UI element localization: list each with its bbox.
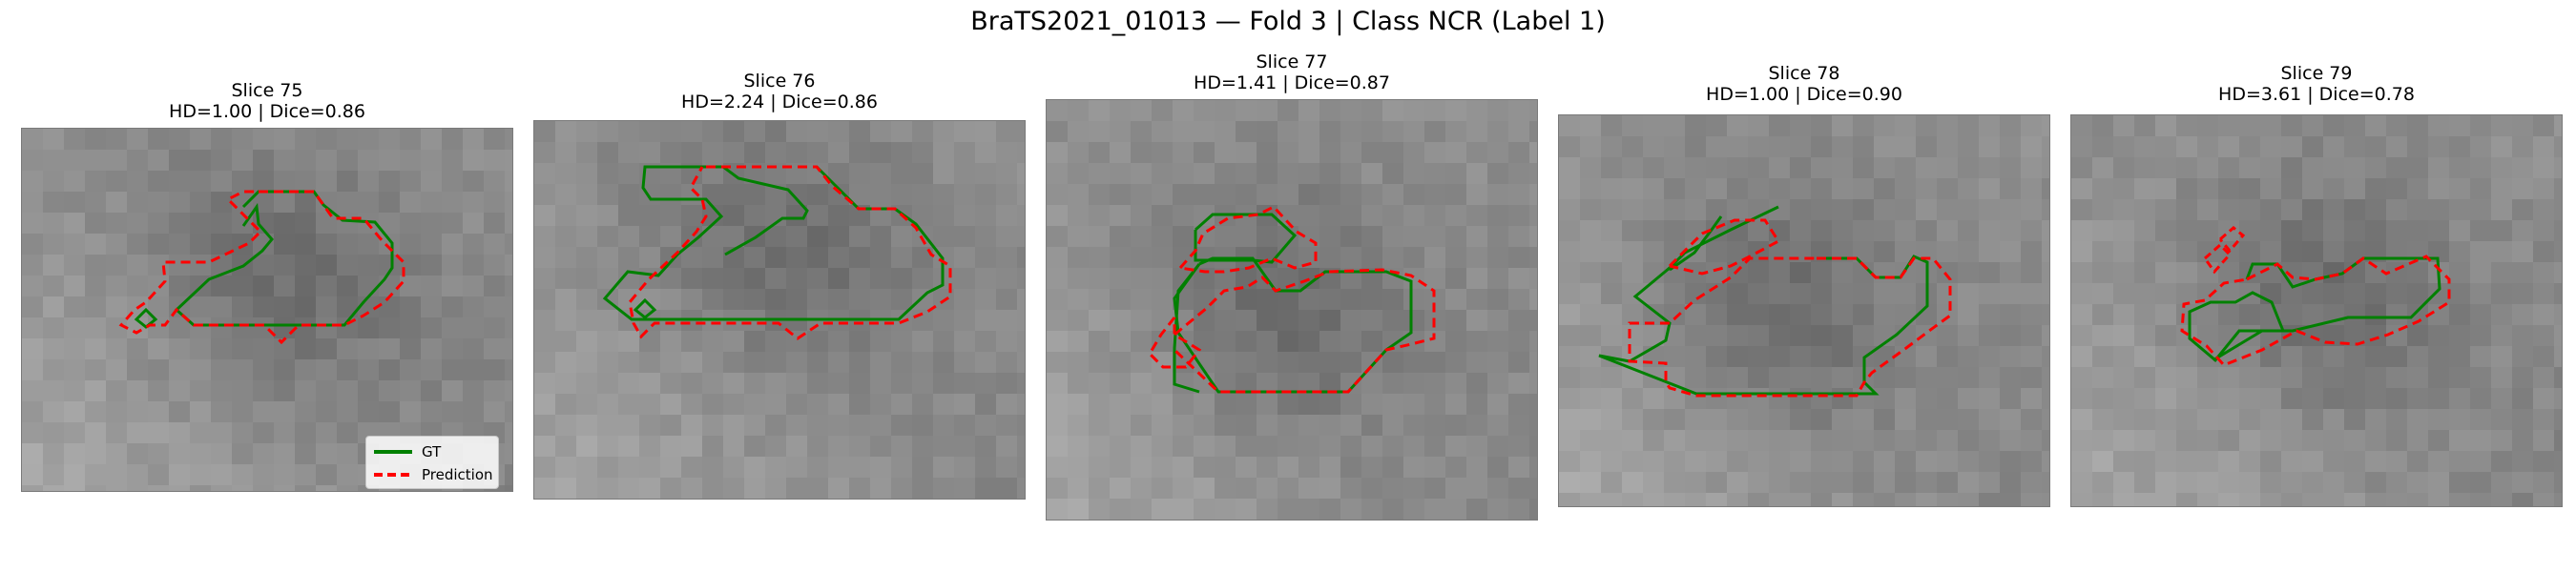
metrics-label: HD=3.61 | Dice=0.78 [2218, 84, 2415, 105]
gt-contour [1173, 256, 1413, 394]
gt-contour [1598, 255, 1929, 396]
metrics-label: HD=1.41 | Dice=0.87 [1194, 72, 1390, 93]
slice-label: Slice 75 [231, 80, 303, 101]
prediction-contour-main [1173, 268, 1436, 394]
gt-contour-top [1669, 215, 1723, 272]
gt-contour-top [1194, 213, 1298, 264]
legend-item-prediction: Prediction [374, 465, 493, 484]
metrics-label: HD=1.00 | Dice=0.90 [1706, 84, 1902, 105]
prediction-line-swatch [374, 473, 412, 477]
slice-label: Slice 78 [1768, 63, 1840, 84]
prediction-contour [628, 165, 952, 340]
metrics-label: HD=2.24 | Dice=0.86 [681, 92, 878, 112]
mri-slice-image [1046, 99, 1538, 521]
prediction-contour [1628, 256, 1952, 398]
gt-contour [602, 165, 945, 321]
legend-gt-label: GT [422, 443, 442, 460]
legend: GT Prediction [365, 436, 499, 489]
prediction-small-2 [2218, 226, 2246, 254]
prediction-contour-top [1178, 205, 1318, 274]
slice-label: Slice 76 [743, 71, 816, 92]
prediction-contour [118, 190, 405, 345]
metrics-label: HD=1.00 | Dice=0.86 [169, 101, 365, 122]
mri-slice-image [2070, 114, 2563, 507]
gt-contour-2 [1173, 263, 1201, 394]
prediction-small-1 [2203, 242, 2233, 275]
legend-item-gt: GT [374, 442, 441, 461]
mri-slice-image [533, 120, 1026, 500]
panel-title: Slice 77 HD=1.41 | Dice=0.87 [1046, 51, 1538, 93]
legend-prediction-label: Prediction [422, 466, 493, 483]
mri-slice-image: GT Prediction [21, 128, 513, 492]
prediction-contour [2180, 255, 2451, 367]
gt-contour [174, 190, 394, 327]
panel-title: Slice 76 HD=2.24 | Dice=0.86 [533, 71, 1026, 112]
slice-label: Slice 79 [2280, 63, 2353, 84]
slice-label: Slice 77 [1256, 51, 1328, 72]
gt-contour-2 [2212, 329, 2293, 362]
mri-slice-image [1558, 114, 2050, 507]
panel-title: Slice 75 HD=1.00 | Dice=0.86 [21, 80, 513, 122]
panel-title: Slice 78 HD=1.00 | Dice=0.90 [1558, 63, 2050, 105]
gt-contour-small [134, 307, 158, 329]
gt-line-swatch [374, 450, 412, 454]
gt-contour [2188, 256, 2441, 361]
panel-title: Slice 79 HD=3.61 | Dice=0.78 [2070, 63, 2563, 105]
figure-title: BraTS2021_01013 — Fold 3 | Class NCR (La… [970, 7, 1606, 36]
gt-contour-small [633, 297, 657, 319]
